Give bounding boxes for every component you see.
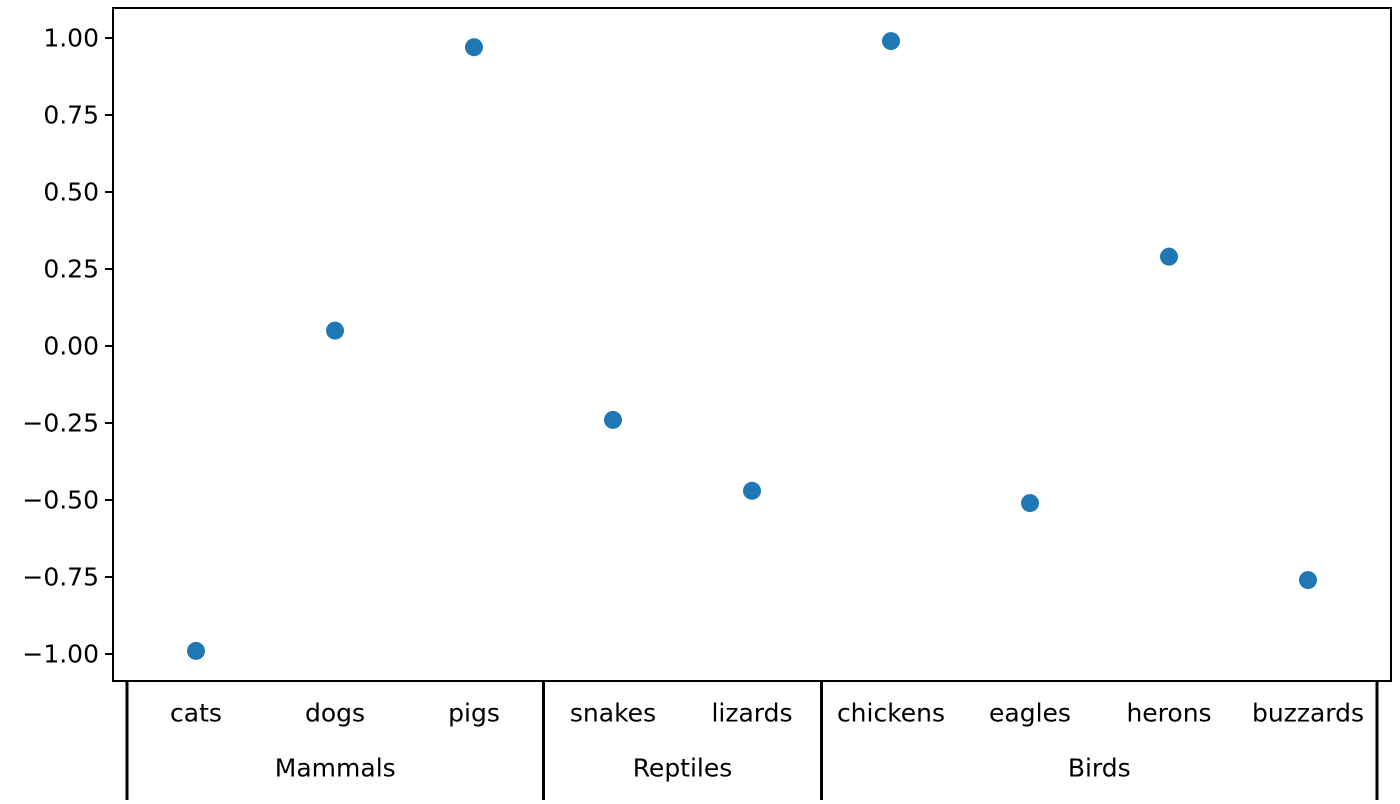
data-point-herons xyxy=(1160,247,1178,266)
x-axis: cats dogs pigs snakes lizards chickens eagles h… xyxy=(125,681,1379,800)
y-tick-label: 0.25 xyxy=(43,255,99,284)
x-tick-label: eagles xyxy=(989,699,1071,728)
group-label: Reptiles xyxy=(633,754,733,783)
x-tick-label: dogs xyxy=(305,699,365,728)
data-point-eagles xyxy=(1021,494,1039,513)
data-point-lizards xyxy=(743,481,761,500)
x-tick-label: buzzards xyxy=(1252,699,1364,728)
x-tick-label: pigs xyxy=(448,699,500,728)
data-point-cats xyxy=(187,641,205,660)
y-tick-label: −0.50 xyxy=(22,486,99,515)
data-point-snakes xyxy=(604,410,622,429)
y-tick-label: −0.75 xyxy=(22,563,99,592)
x-tick-label: lizards xyxy=(711,699,792,728)
data-point-buzzards xyxy=(1299,571,1317,590)
x-tick-label: herons xyxy=(1126,699,1211,728)
y-tick-label: 0.50 xyxy=(43,178,99,207)
data-point-pigs xyxy=(465,38,483,57)
y-tick-label: 0.75 xyxy=(43,101,99,130)
x-tick-label: cats xyxy=(170,699,222,728)
x-tick-label: chickens xyxy=(837,699,945,728)
y-axis: 1.00 0.75 0.50 0.25 0.00 −0.25 −0.50 −0.75 −1.00 xyxy=(22,24,113,669)
y-tick-label: 0.00 xyxy=(43,332,99,361)
y-tick-label: −0.25 xyxy=(22,409,99,438)
plot-frame xyxy=(112,7,1392,682)
group-label: Birds xyxy=(1068,754,1131,783)
data-point-dogs xyxy=(326,321,344,340)
y-tick-label: −1.00 xyxy=(22,640,99,669)
data-point-chickens xyxy=(882,32,900,51)
data-points xyxy=(187,32,1317,660)
group-label: Mammals xyxy=(275,754,396,783)
y-tick-label: 1.00 xyxy=(43,24,99,53)
x-tick-label: snakes xyxy=(570,699,656,728)
